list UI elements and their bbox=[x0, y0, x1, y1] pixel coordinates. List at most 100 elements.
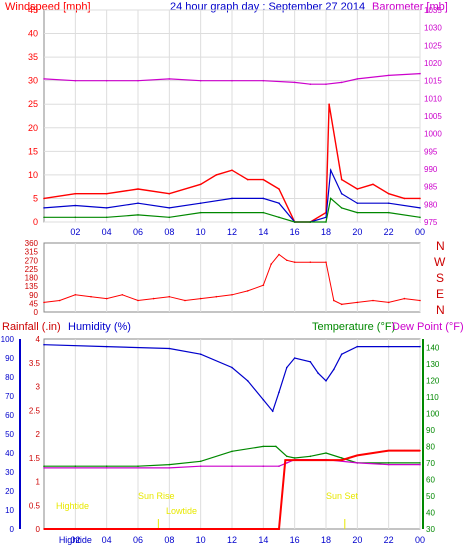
wind-tick-label: 25 bbox=[28, 99, 38, 109]
hour-tick-label: 06 bbox=[133, 227, 143, 237]
baro-tick-label: 975 bbox=[424, 218, 438, 227]
barometer-line-point bbox=[293, 81, 296, 84]
temperature-line-point bbox=[231, 450, 233, 453]
barometer-line-point bbox=[387, 74, 390, 77]
compass-e: E bbox=[436, 287, 444, 301]
humidity-line-point bbox=[325, 380, 327, 382]
wind-average-line-point bbox=[199, 202, 202, 204]
humidity-tick-label: 100 bbox=[1, 335, 15, 344]
humidity-line-point bbox=[199, 353, 202, 356]
humidity-line-point bbox=[246, 380, 249, 382]
wind-gust-line-point bbox=[293, 221, 296, 223]
rainfall-line-point bbox=[356, 454, 359, 457]
wind-gust-line-point bbox=[340, 207, 343, 209]
baro-tick-label: 980 bbox=[424, 200, 438, 209]
sunset-annotation: Sun Set bbox=[326, 491, 359, 501]
wind-gust-line-point bbox=[74, 216, 77, 219]
wind-average-line-point bbox=[137, 202, 139, 204]
humidity-tick-label: 90 bbox=[5, 354, 14, 363]
wind-direction-line-point bbox=[184, 299, 186, 302]
lowtide-annotation: Lowtide bbox=[166, 506, 197, 516]
windspeed-line-point bbox=[387, 192, 390, 195]
rain-tick-label: 3.5 bbox=[29, 359, 41, 368]
rainfall-line-point bbox=[43, 528, 45, 530]
temp-tick-label: 40 bbox=[426, 508, 435, 517]
temperature-line-point bbox=[309, 455, 312, 458]
dewpoint-line-point bbox=[419, 463, 421, 466]
barometer-line-point bbox=[262, 79, 265, 82]
direction-tick-label: 45 bbox=[29, 299, 38, 308]
direction-tick-label: 0 bbox=[34, 308, 39, 317]
wind-average-line-point bbox=[168, 207, 171, 209]
hour-tick-label-bottom: 06 bbox=[133, 535, 143, 545]
hour-tick-label-bottom: 12 bbox=[227, 535, 237, 545]
series-layer bbox=[43, 72, 421, 530]
baro-tick-label: 1010 bbox=[424, 94, 442, 103]
windspeed-line-point bbox=[74, 192, 77, 195]
wind-gust-line-point bbox=[105, 216, 108, 219]
wind-direction-line-point bbox=[90, 295, 92, 298]
wind-direction-line-point bbox=[356, 301, 359, 304]
wind-gust-line-point bbox=[231, 211, 233, 214]
dewpoint-line-point bbox=[231, 465, 233, 468]
humidity-line-point bbox=[278, 391, 280, 394]
baro-tick-label: 1000 bbox=[424, 130, 442, 139]
humidity-tick-label: 40 bbox=[5, 449, 14, 458]
temp-tick-label: 80 bbox=[426, 442, 435, 451]
temperature-line-point bbox=[419, 462, 421, 464]
baro-tick-label: 1025 bbox=[424, 41, 442, 50]
wind-average-line-point bbox=[340, 192, 343, 195]
wind-direction-line-point bbox=[137, 299, 139, 302]
wind-direction-line-point bbox=[387, 301, 390, 304]
rain-tick-label: 0 bbox=[36, 525, 41, 534]
compass-n-top: N bbox=[436, 239, 445, 253]
hour-tick-label: 02 bbox=[70, 227, 80, 237]
baro-tick-label: 995 bbox=[424, 147, 438, 156]
wind-average-line-point bbox=[262, 197, 265, 200]
temp-tick-label: 140 bbox=[426, 343, 440, 352]
rain-tick-label: 1.5 bbox=[29, 454, 41, 463]
humidity-line-point bbox=[105, 345, 108, 348]
dewpoint-line-point bbox=[43, 467, 45, 469]
grid-layer bbox=[19, 9, 424, 529]
windspeed-line-point bbox=[278, 188, 280, 190]
hour-tick-label: 10 bbox=[196, 227, 206, 237]
wind-direction-line-point bbox=[231, 293, 233, 296]
barometer-line-point bbox=[168, 78, 171, 80]
sunrise-annotation: Sun Rise bbox=[138, 491, 175, 501]
hour-tick-label-bottom: 18 bbox=[321, 535, 331, 545]
dewpoint-line-point bbox=[168, 467, 171, 469]
wind-tick-label: 15 bbox=[28, 146, 38, 156]
direction-tick-label: 180 bbox=[25, 274, 39, 283]
wind-direction-line-point bbox=[309, 261, 312, 263]
barometer-line-point bbox=[199, 79, 202, 82]
baro-tick-label: 1035 bbox=[424, 6, 442, 15]
wind-gust-line-point bbox=[329, 197, 332, 200]
wind-tick-label: 10 bbox=[28, 170, 38, 180]
wind-tick-label: 40 bbox=[28, 29, 38, 39]
windspeed-line-point bbox=[356, 188, 359, 190]
hour-tick-label-bottom: 20 bbox=[352, 535, 362, 545]
direction-tick-label: 225 bbox=[25, 265, 39, 274]
wind-average-line-point bbox=[387, 202, 390, 204]
temp-tick-label: 120 bbox=[426, 376, 440, 385]
wind-gust-line-point bbox=[262, 211, 265, 214]
wind-direction-line-point bbox=[74, 293, 77, 296]
hour-tick-label: 16 bbox=[290, 227, 300, 237]
wind-direction-line-point bbox=[278, 253, 280, 256]
compass-n-bottom: N bbox=[436, 303, 445, 317]
wind-average-line-point bbox=[419, 207, 421, 209]
hour-tick-label-bottom: 00 bbox=[415, 535, 425, 545]
wind-average-line-point bbox=[356, 202, 359, 204]
humidity-line-point bbox=[309, 361, 312, 363]
temp-tick-label: 100 bbox=[426, 409, 440, 418]
barometer-line-point bbox=[231, 79, 233, 82]
barometer-line-point bbox=[356, 78, 359, 80]
windspeed-line-point bbox=[419, 197, 421, 200]
wind-tick-label: 0 bbox=[33, 217, 38, 227]
rain-tick-label: 4 bbox=[36, 335, 41, 344]
humidity-tick-label: 30 bbox=[5, 468, 14, 477]
wind-direction-line-point bbox=[372, 299, 374, 302]
windspeed-title: Windspeed [mph] bbox=[5, 1, 91, 13]
